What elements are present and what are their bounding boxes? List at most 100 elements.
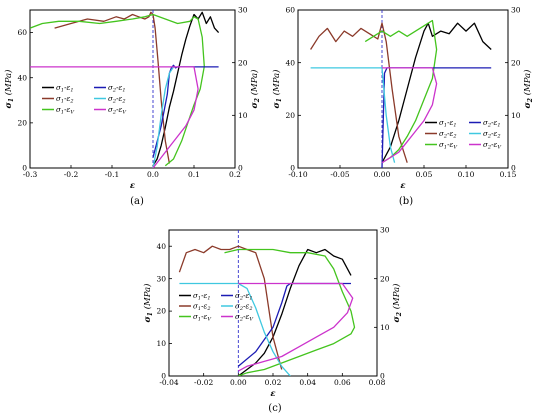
- x-tick-label: 0.05: [416, 170, 433, 179]
- y-tick-label: 60: [17, 28, 27, 37]
- legend-subscript: V: [207, 317, 212, 323]
- y2-axis-title-unit: (MPa): [249, 70, 260, 98]
- x-tick-label: 0.15: [500, 170, 517, 179]
- x-tick-label: -0.3: [23, 170, 38, 179]
- panel-label: (c): [268, 403, 282, 414]
- x-tick-label: -0.05: [330, 170, 349, 179]
- x-axis-title: ε: [130, 181, 135, 191]
- legend-symbol: σ: [108, 83, 114, 92]
- panel-b: -0.10 -0.05 0.00 0.05 0.10 0.1502040600102030…: [271, 6, 534, 207]
- x-tick-label: 0.0: [147, 170, 159, 179]
- y-axis-title: σ1 (MPa): [3, 70, 15, 109]
- legend-strain: -ε: [116, 105, 122, 114]
- legend-subscript: 1: [122, 88, 125, 94]
- series-line-3: [364, 19, 438, 164]
- x-tick-label: 0.02: [265, 378, 282, 387]
- legend-subscript: 1: [198, 296, 201, 302]
- y-tick-label: 20: [285, 111, 295, 120]
- legend-subscript: 2: [452, 134, 456, 140]
- legend-subscript: 2: [239, 317, 243, 323]
- series-line-1: [381, 22, 492, 164]
- y-tick-label: 20: [156, 307, 166, 316]
- series-line-6: [381, 67, 438, 164]
- series-line-6: [30, 66, 199, 168]
- legend-subscript: 2: [112, 110, 116, 116]
- y2-axis-title-unit: (MPa): [391, 284, 402, 312]
- panel-label: (a): [130, 196, 144, 207]
- y-tick-label: 60: [285, 6, 295, 15]
- y-tick-label: 0: [290, 164, 295, 173]
- legend-entry: σ2-ε2: [108, 94, 126, 105]
- y2-tick-label: 0: [380, 372, 385, 381]
- y2-axis-title: σ2 (MPa): [249, 70, 261, 109]
- y2-tick-label: 30: [238, 6, 248, 15]
- legend-symbol: σ: [56, 94, 62, 103]
- y2-tick-label: 20: [380, 274, 390, 283]
- y2-axis-title: σ2 (MPa): [391, 284, 403, 323]
- legend-subscript: 2: [112, 99, 116, 105]
- y-axis-title: σ1 (MPa): [142, 284, 154, 323]
- series-line-6: [237, 282, 354, 372]
- legend-strain: -ε: [201, 302, 207, 311]
- legend-entry: σ2-εV: [235, 312, 254, 323]
- y-tick-label: 40: [285, 58, 295, 67]
- x-tick-label: 0.10: [458, 170, 475, 179]
- series-line-1: [237, 248, 352, 376]
- legend-entry: σ1-ε2: [56, 94, 74, 105]
- legend-symbol: σ: [439, 129, 445, 138]
- y2-axis-title-symbol: σ: [523, 101, 533, 108]
- legend-subscript: 2: [443, 134, 447, 140]
- legend-subscript: 2: [487, 123, 491, 129]
- x-tick-label: -0.04: [159, 378, 178, 387]
- legend-entry: σ1-εV: [193, 312, 212, 323]
- y-tick-label: 40: [17, 73, 27, 82]
- legend-strain: -ε: [243, 302, 249, 311]
- legend-strain: -ε: [491, 129, 497, 138]
- legend-subscript: 1: [444, 123, 447, 129]
- legend-symbol: σ: [439, 140, 445, 149]
- legend-entry: σ2-ε1: [483, 118, 501, 129]
- y2-tick-label: 30: [380, 226, 390, 235]
- legend-subscript: 1: [207, 296, 210, 302]
- legend-strain: -ε: [243, 312, 249, 321]
- legend-strain: -ε: [201, 291, 207, 300]
- legend-subscript: 1: [249, 296, 252, 302]
- series-line-2: [178, 245, 283, 370]
- y2-tick-label: 10: [380, 323, 390, 332]
- x-axis-title: ε: [270, 389, 275, 399]
- legend-symbol: σ: [483, 129, 489, 138]
- legend-entry: σ2-εV: [108, 105, 127, 116]
- y2-axis-title: σ2 (MPa): [522, 70, 534, 109]
- series-line-5: [152, 66, 175, 168]
- x-tick-label: 0.2: [229, 170, 241, 179]
- legend-subscript: 2: [496, 134, 500, 140]
- legend-strain: -ε: [64, 94, 70, 103]
- legend-subscript: 2: [206, 306, 210, 312]
- legend-symbol: σ: [56, 83, 62, 92]
- series-line-2: [310, 22, 408, 163]
- y-axis-title-subscript: 1: [147, 312, 154, 316]
- y-axis-title-subscript: 1: [276, 98, 283, 102]
- x-tick-label: -0.2: [64, 170, 79, 179]
- legend-strain: -ε: [64, 83, 70, 92]
- y2-tick-label: 0: [511, 164, 516, 173]
- y2-axis-title-subscript: 2: [396, 312, 403, 317]
- panel-label: (b): [399, 196, 413, 207]
- legend-subscript: 1: [453, 123, 456, 129]
- y-axis-title-unit: (MPa): [142, 284, 153, 312]
- legend-strain: -ε: [447, 118, 453, 127]
- legend-symbol: σ: [56, 105, 62, 114]
- x-tick-label: -0.1: [105, 170, 119, 179]
- plot-frame: [297, 9, 509, 169]
- legend-subscript: 1: [61, 99, 64, 105]
- x-tick-label: 0.00: [230, 378, 247, 387]
- y2-axis-title-unit: (MPa): [522, 70, 533, 98]
- x-tick-label: 0.06: [334, 378, 351, 387]
- legend-symbol: σ: [483, 118, 489, 127]
- legend-subscript: 2: [248, 306, 252, 312]
- legend-entry: σ1-ε1: [193, 291, 211, 302]
- y-tick-label: 0: [22, 164, 27, 173]
- legend-subscript: 2: [239, 306, 243, 312]
- legend-symbol: σ: [439, 118, 445, 127]
- legend-subscript: 1: [198, 317, 201, 323]
